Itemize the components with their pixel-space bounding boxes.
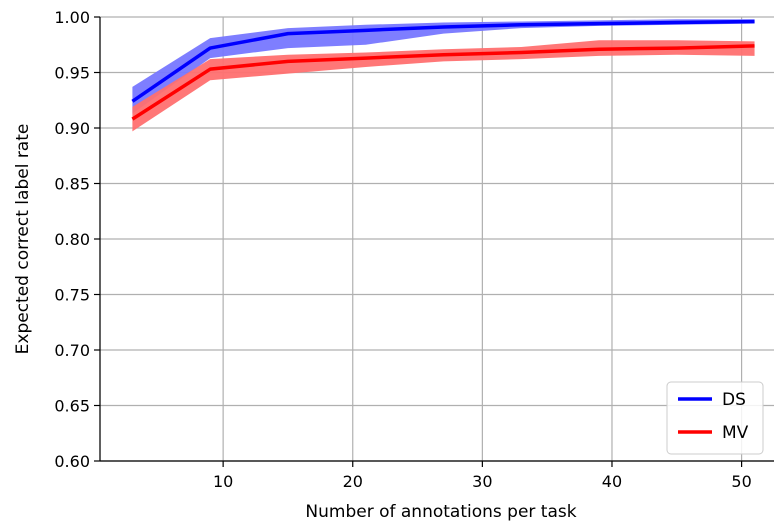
x-axis-title: Number of annotations per task [305, 502, 576, 522]
y-tick-label: 0.85 [54, 175, 90, 194]
legend-label-ds: DS [722, 390, 746, 410]
y-tick-label: 0.90 [54, 119, 90, 138]
x-tick-label: 30 [472, 472, 492, 491]
x-ticks: 10 20 30 40 50 [213, 461, 752, 491]
y-ticks: 0.60 0.65 0.70 0.75 0.80 0.85 0.90 0.95 1.00 [54, 8, 100, 471]
y-tick-label: 0.80 [54, 230, 90, 249]
legend: DS MV [666, 381, 764, 455]
y-tick-label: 0.70 [54, 341, 90, 360]
y-tick-label: 1.00 [54, 8, 90, 27]
x-tick-label: 20 [343, 472, 363, 491]
band-ds [132, 19, 755, 114]
y-tick-label: 0.60 [54, 452, 90, 471]
y-axis-title: Expected correct label rate [13, 124, 33, 355]
legend-label-mv: MV [722, 423, 749, 443]
x-tick-label: 40 [602, 472, 622, 491]
x-tick-label: 50 [731, 472, 751, 491]
y-tick-label: 0.75 [54, 286, 90, 305]
y-tick-label: 0.65 [54, 397, 90, 416]
series-lines [131, 19, 755, 121]
x-tick-label: 10 [213, 472, 233, 491]
y-tick-label: 0.95 [54, 64, 90, 83]
legend-frame [666, 381, 764, 455]
